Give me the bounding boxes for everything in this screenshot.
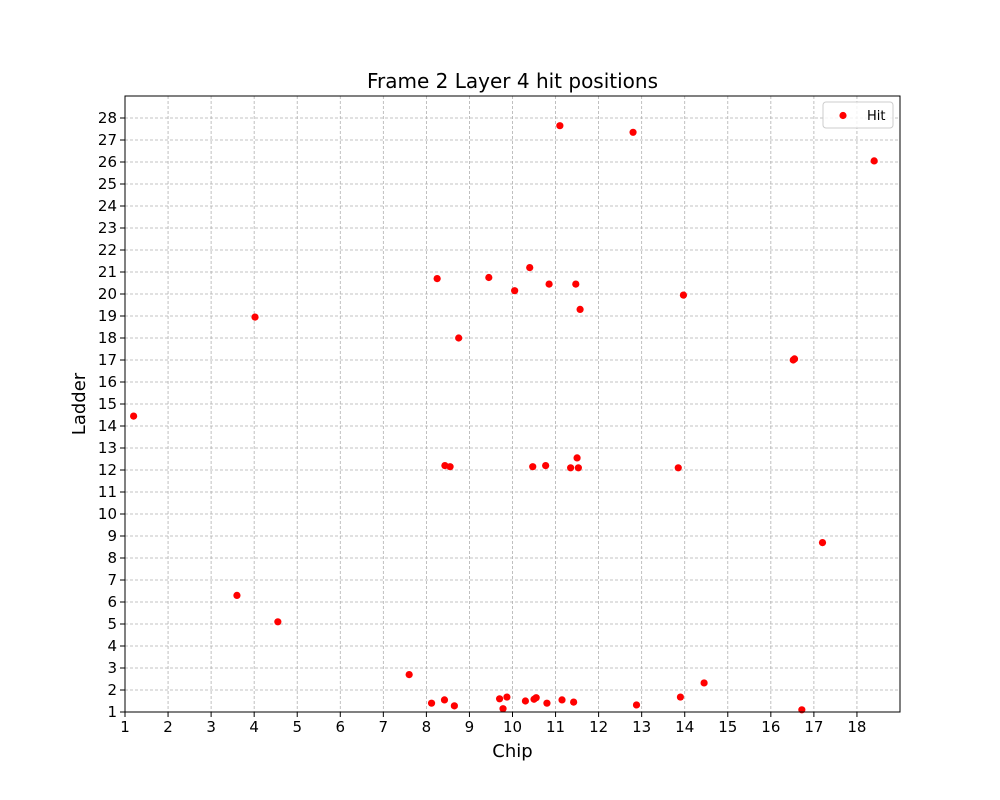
hit-point: [526, 264, 534, 272]
y-tick-label: 21: [98, 263, 117, 281]
x-tick-label: 14: [675, 718, 694, 736]
y-tick-label: 3: [107, 659, 117, 677]
y-tick-label: 14: [98, 417, 117, 435]
y-tick-label: 2: [107, 681, 117, 699]
hit-point: [130, 412, 138, 420]
hit-point: [556, 122, 564, 130]
y-axis-ticks: 1234567891011121314151617181920212223242…: [98, 109, 125, 721]
y-tick-label: 19: [98, 307, 117, 325]
x-tick-label: 1: [120, 718, 130, 736]
y-tick-label: 4: [107, 637, 117, 655]
x-tick-label: 7: [379, 718, 389, 736]
hit-point: [674, 464, 682, 472]
hit-point: [233, 591, 241, 600]
hit-point: [495, 695, 504, 703]
x-tick-label: 11: [546, 718, 565, 736]
hit-point: [511, 287, 519, 295]
x-tick-label: 12: [589, 718, 608, 736]
hit-point: [570, 698, 578, 706]
y-tick-label: 13: [98, 439, 117, 457]
x-tick-label: 13: [632, 718, 651, 736]
x-tick-label: 2: [163, 718, 173, 736]
hit-point: [576, 305, 584, 313]
x-tick-label: 16: [761, 718, 780, 736]
x-tick-label: 17: [804, 718, 823, 736]
x-tick-label: 9: [465, 718, 475, 736]
hit-point: [446, 463, 454, 471]
legend-marker: [839, 111, 847, 120]
chart-title: Frame 2 Layer 4 hit positions: [367, 69, 658, 93]
hit-point: [542, 462, 550, 470]
hit-point: [251, 313, 259, 321]
hit-point: [503, 693, 511, 701]
hit-point: [485, 273, 493, 282]
x-tick-label: 8: [422, 718, 432, 736]
y-tick-label: 1: [107, 703, 117, 721]
y-tick-label: 10: [98, 505, 117, 523]
y-tick-label: 20: [98, 285, 117, 303]
hit-point: [450, 702, 458, 710]
hit-point: [679, 291, 688, 299]
hit-point: [405, 671, 413, 679]
hit-point: [532, 694, 540, 702]
hit-point: [455, 334, 463, 342]
y-tick-label: 5: [107, 615, 117, 633]
y-tick-label: 16: [98, 373, 117, 391]
hit-point: [543, 699, 551, 707]
hit-point: [545, 280, 553, 288]
hit-point: [558, 696, 566, 704]
y-tick-label: 24: [98, 197, 117, 215]
hit-point: [629, 128, 637, 136]
hit-point: [818, 539, 827, 547]
y-tick-label: 11: [98, 483, 117, 501]
y-tick-label: 27: [98, 131, 117, 149]
legend: Hit: [822, 101, 894, 129]
x-tick-label: 18: [847, 718, 866, 736]
hit-point: [433, 275, 441, 283]
hit-point: [573, 454, 581, 462]
hit-point: [676, 693, 685, 701]
hit-point: [274, 618, 282, 626]
y-tick-label: 6: [107, 593, 117, 611]
y-tick-label: 15: [98, 395, 117, 413]
y-tick-label: 22: [98, 241, 117, 259]
legend-label: Hit: [867, 109, 885, 124]
y-tick-label: 26: [98, 153, 117, 171]
hit-point: [521, 697, 530, 705]
y-axis-label: Ladder: [69, 372, 90, 435]
y-tick-label: 7: [107, 571, 117, 589]
y-tick-label: 28: [98, 109, 117, 127]
x-tick-label: 3: [206, 718, 216, 736]
y-tick-label: 25: [98, 175, 117, 193]
x-tick-label: 15: [718, 718, 737, 736]
hit-point: [529, 463, 537, 471]
hit-point: [632, 701, 641, 709]
x-axis-label: Chip: [492, 741, 532, 762]
x-tick-label: 6: [336, 718, 346, 736]
y-tick-label: 18: [98, 329, 117, 347]
hit-point: [870, 157, 878, 165]
y-tick-label: 23: [98, 219, 117, 237]
y-tick-label: 17: [98, 351, 117, 369]
x-axis-ticks: 1 2 3 4 5 6 7 8 9 10 11 12 13 14 15 16 17 18: [120, 712, 866, 736]
x-tick-label: 4: [249, 718, 259, 736]
hit-point: [790, 355, 799, 363]
x-tick-label: 10: [503, 718, 522, 736]
x-tick-label: 5: [292, 718, 302, 736]
y-tick-label: 8: [107, 549, 117, 567]
hit-point: [440, 696, 449, 704]
y-tick-label: 9: [107, 527, 117, 545]
hit-point: [427, 699, 436, 707]
hit-point: [700, 679, 708, 687]
y-tick-label: 12: [98, 461, 117, 479]
grid-lines: [124, 96, 900, 713]
hit-point: [572, 280, 580, 288]
legend-box: [822, 101, 894, 129]
hit-point: [567, 464, 575, 472]
hit-point: [499, 705, 507, 713]
hit-point: [574, 464, 582, 472]
